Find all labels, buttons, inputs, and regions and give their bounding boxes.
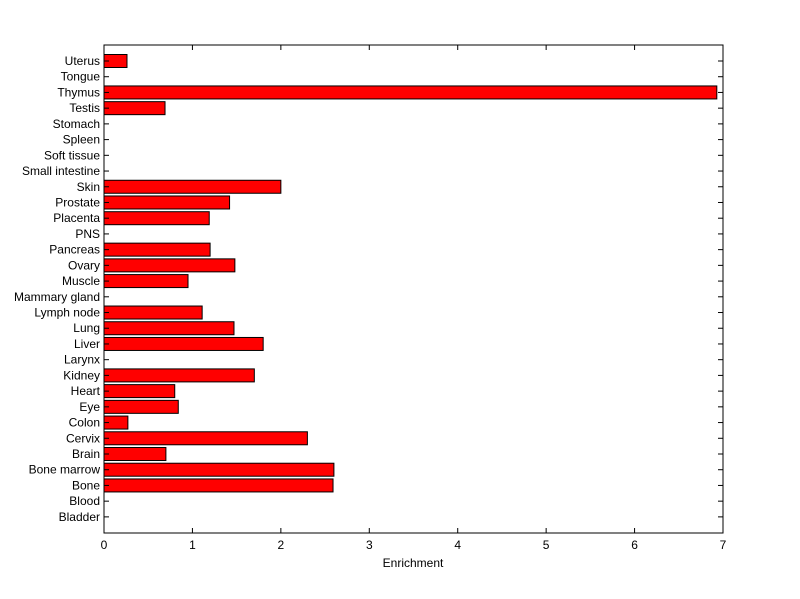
bar — [103, 478, 334, 493]
x-axis-label: Enrichment — [383, 556, 444, 570]
x-tick-label: 3 — [366, 538, 373, 552]
y-tick-label: Placenta — [53, 211, 100, 225]
y-tick-label: Muscle — [62, 274, 100, 288]
bar — [103, 258, 236, 273]
bar — [103, 462, 335, 477]
y-tick-label: Ovary — [68, 258, 100, 272]
x-tick-label: 1 — [189, 538, 196, 552]
x-tick-label: 5 — [543, 538, 550, 552]
y-tick-label: Heart — [71, 384, 101, 398]
bar — [103, 85, 718, 100]
y-tick-label: Mammary gland — [14, 290, 100, 304]
y-tick-label: Cervix — [66, 431, 100, 445]
bar — [103, 211, 210, 226]
bar — [103, 179, 282, 194]
y-tick-label: Eye — [79, 400, 100, 414]
y-tick-label: Stomach — [53, 117, 100, 131]
y-tick-label: Tongue — [61, 70, 101, 84]
bar — [103, 242, 211, 257]
y-tick-label: Uterus — [65, 54, 100, 68]
bar — [103, 368, 255, 383]
y-tick-label: Spleen — [63, 133, 100, 147]
y-tick-label: Bone marrow — [29, 463, 101, 477]
x-axis: 0 1 2 3 4 5 6 7 — [101, 45, 727, 552]
x-tick-label: 6 — [631, 538, 638, 552]
x-tick-label: 7 — [720, 538, 727, 552]
y-tick-label: Small intestine — [22, 164, 100, 178]
bar — [103, 321, 235, 336]
x-tick-label: 0 — [101, 538, 108, 552]
y-tick-label: Kidney — [63, 368, 100, 382]
plot-area-frame — [103, 44, 724, 534]
y-tick-label: Thymus — [57, 85, 100, 99]
bar — [103, 384, 176, 399]
y-tick-label: Soft tissue — [44, 148, 100, 162]
y-tick-label: Liver — [74, 337, 100, 351]
y-tick-label: Larynx — [64, 353, 100, 367]
y-tick-label: Skin — [77, 180, 100, 194]
y-tick-label: Lung — [73, 321, 100, 335]
y-tick-label: Bone — [72, 478, 100, 492]
y-tick-label: Colon — [69, 416, 100, 430]
bar — [103, 399, 179, 414]
bar — [103, 336, 264, 351]
y-tick-label: PNS — [75, 227, 100, 241]
bars-group — [103, 54, 718, 493]
bar — [103, 101, 166, 116]
y-tick-label: Bladder — [59, 510, 100, 524]
bar — [103, 431, 308, 446]
bar — [103, 195, 231, 210]
y-tick-label: Lymph node — [34, 306, 100, 320]
x-tick-label: 4 — [454, 538, 461, 552]
bar — [103, 447, 167, 461]
y-tick-label: Prostate — [55, 195, 100, 209]
y-tick-label: Brain — [72, 447, 100, 461]
y-tick-label: Blood — [69, 494, 100, 508]
x-tick-label: 2 — [278, 538, 285, 552]
bar — [103, 305, 203, 320]
y-tick-label: Testis — [69, 101, 100, 115]
y-tick-label: Pancreas — [49, 243, 100, 257]
bar — [103, 274, 189, 289]
